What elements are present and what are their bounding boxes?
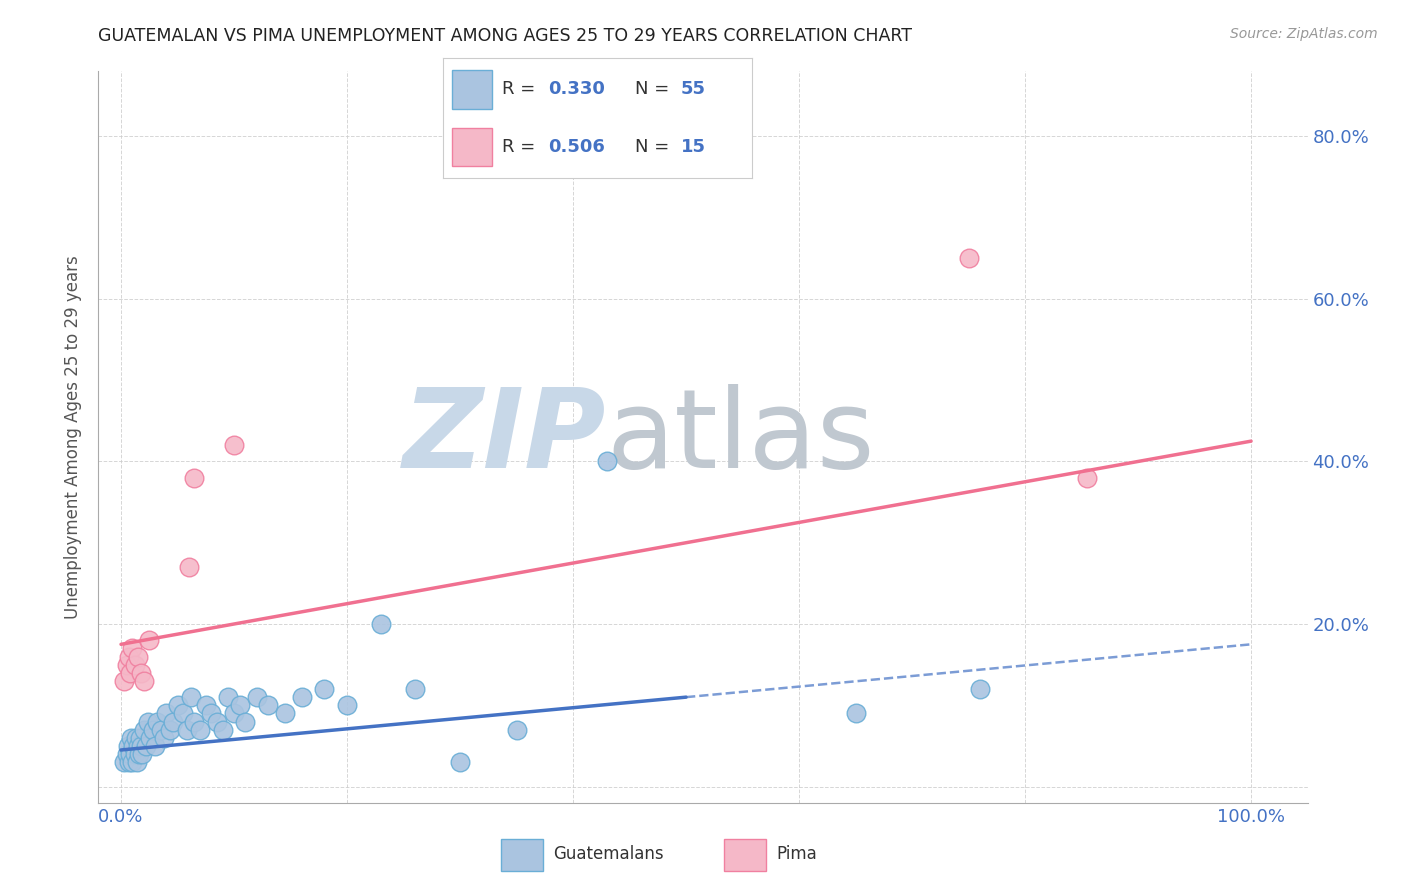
Point	[121, 755, 143, 769]
Point	[370, 617, 392, 632]
Text: R =: R =	[502, 80, 541, 98]
Point	[172, 706, 194, 721]
Point	[132, 723, 155, 737]
Point	[183, 714, 205, 729]
Point	[131, 665, 153, 680]
Point	[222, 706, 245, 721]
Point	[969, 681, 991, 696]
Point	[246, 690, 269, 705]
Point	[957, 252, 980, 266]
Point	[194, 698, 217, 713]
Point	[120, 731, 142, 745]
Point	[122, 739, 145, 753]
Point	[336, 698, 359, 713]
Text: ZIP: ZIP	[402, 384, 606, 491]
Point	[180, 690, 202, 705]
Point	[135, 739, 157, 753]
Point	[166, 698, 188, 713]
Point	[112, 673, 135, 688]
Point	[131, 747, 153, 761]
Point	[505, 723, 527, 737]
Point	[257, 698, 280, 713]
Point	[138, 633, 160, 648]
Point	[128, 747, 150, 761]
Point	[115, 747, 138, 761]
Point	[127, 649, 149, 664]
Point	[159, 723, 181, 737]
Point	[188, 723, 211, 737]
Point	[176, 723, 198, 737]
Point	[124, 657, 146, 672]
Point	[291, 690, 314, 705]
Point	[120, 747, 142, 761]
Point	[139, 731, 162, 745]
Point	[162, 714, 184, 729]
Point	[1076, 471, 1098, 485]
Point	[228, 698, 250, 713]
Bar	[453, 128, 492, 166]
Point	[124, 747, 146, 761]
Point	[132, 673, 155, 688]
Point	[274, 706, 297, 721]
Point	[177, 560, 200, 574]
Point	[115, 657, 138, 672]
Point	[217, 690, 239, 705]
Point	[118, 649, 141, 664]
Point	[155, 706, 177, 721]
Point	[314, 681, 336, 696]
Point	[117, 739, 139, 753]
Bar	[501, 839, 543, 871]
Text: R =: R =	[502, 138, 541, 156]
Point	[149, 723, 172, 737]
Text: N =: N =	[634, 80, 675, 98]
Text: 0.506: 0.506	[548, 138, 605, 156]
Text: 15: 15	[681, 138, 706, 156]
Point	[205, 714, 228, 729]
Point	[125, 755, 148, 769]
Point	[125, 731, 148, 745]
Point	[127, 739, 149, 753]
Point	[404, 681, 426, 696]
Text: GUATEMALAN VS PIMA UNEMPLOYMENT AMONG AGES 25 TO 29 YEARS CORRELATION CHART: GUATEMALAN VS PIMA UNEMPLOYMENT AMONG AG…	[98, 27, 912, 45]
Point	[143, 739, 166, 753]
Point	[449, 755, 471, 769]
Text: N =: N =	[634, 138, 675, 156]
Point	[211, 723, 233, 737]
Point	[200, 706, 222, 721]
Point	[845, 706, 868, 721]
Bar	[724, 839, 766, 871]
Point	[222, 438, 245, 452]
Text: Pima: Pima	[776, 845, 817, 863]
Point	[183, 471, 205, 485]
Bar	[453, 70, 492, 109]
Point	[112, 755, 135, 769]
Point	[121, 641, 143, 656]
Point	[120, 665, 142, 680]
Point	[596, 454, 619, 468]
Point	[136, 714, 159, 729]
Point	[118, 755, 141, 769]
Text: Guatemalans: Guatemalans	[554, 845, 664, 863]
Point	[131, 739, 153, 753]
Text: 55: 55	[681, 80, 706, 98]
Point	[142, 723, 165, 737]
Point	[153, 731, 176, 745]
Y-axis label: Unemployment Among Ages 25 to 29 years: Unemployment Among Ages 25 to 29 years	[65, 255, 83, 619]
Text: atlas: atlas	[606, 384, 875, 491]
Point	[146, 714, 169, 729]
Point	[233, 714, 256, 729]
Text: 0.330: 0.330	[548, 80, 605, 98]
Text: Source: ZipAtlas.com: Source: ZipAtlas.com	[1230, 27, 1378, 41]
Point	[129, 731, 152, 745]
